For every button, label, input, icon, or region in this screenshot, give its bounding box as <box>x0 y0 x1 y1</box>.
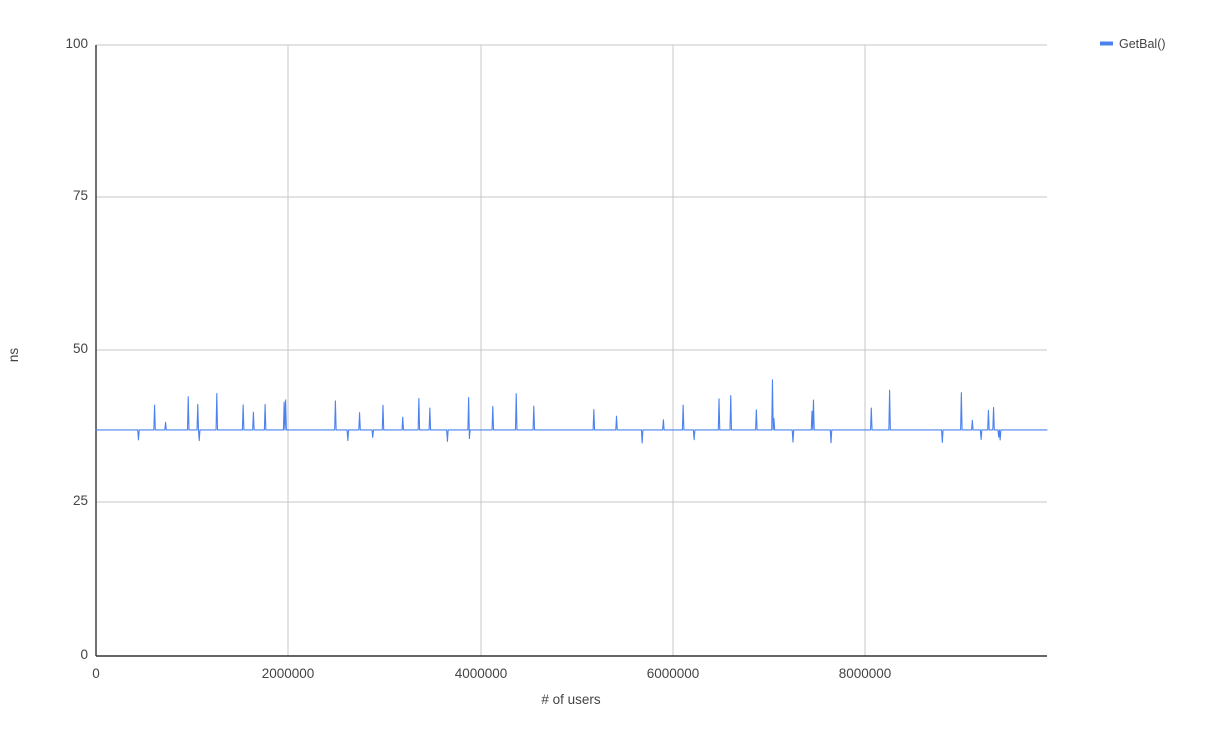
svg-text:50: 50 <box>73 341 88 356</box>
svg-text:4000000: 4000000 <box>455 666 508 681</box>
svg-text:GetBal(): GetBal() <box>1119 37 1166 51</box>
svg-text:6000000: 6000000 <box>647 666 700 681</box>
svg-text:25: 25 <box>73 493 88 508</box>
svg-text:75: 75 <box>73 188 88 203</box>
svg-text:0: 0 <box>92 666 100 681</box>
svg-text:2000000: 2000000 <box>262 666 315 681</box>
svg-text:8000000: 8000000 <box>839 666 892 681</box>
svg-text:100: 100 <box>65 36 88 51</box>
svg-text:0: 0 <box>80 647 88 662</box>
svg-text:# of users: # of users <box>541 692 601 707</box>
svg-text:ns: ns <box>6 348 21 363</box>
